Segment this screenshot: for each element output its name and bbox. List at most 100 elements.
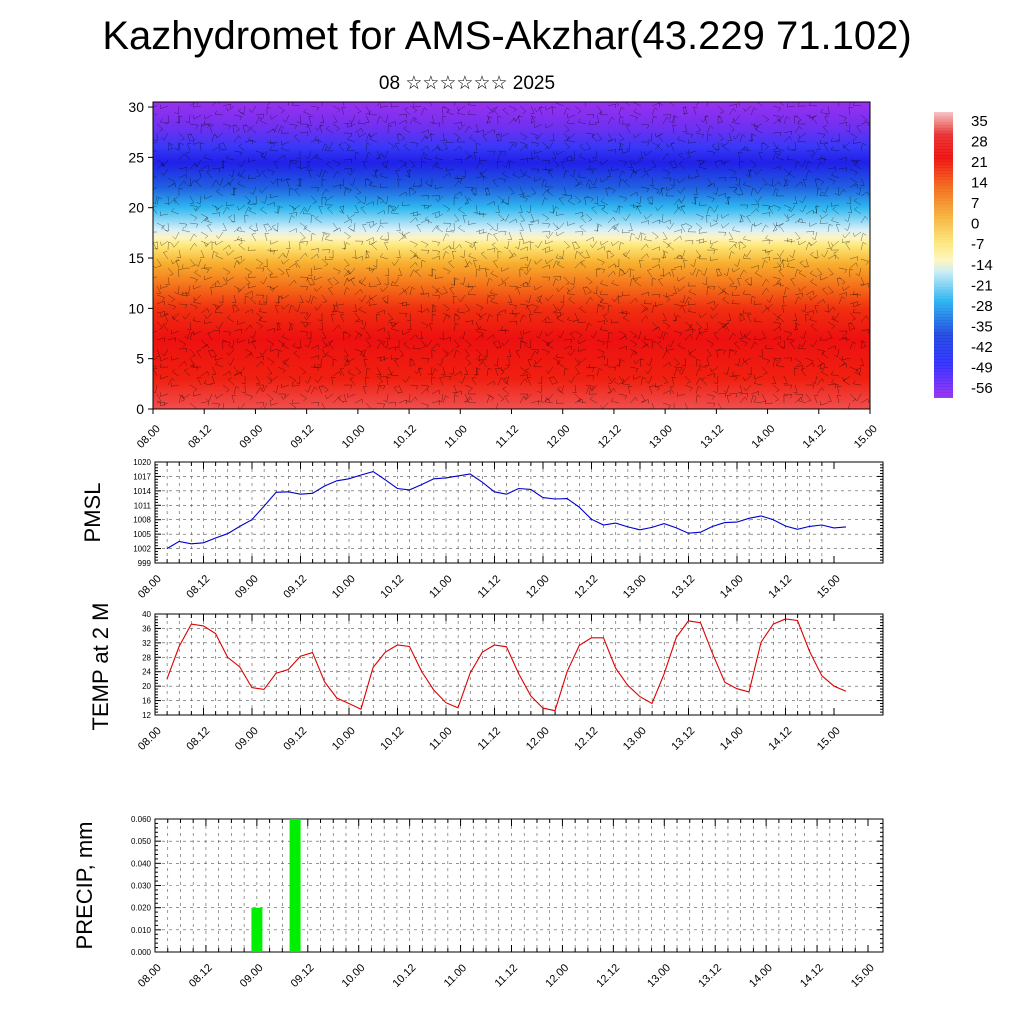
wind-barb: [567, 113, 576, 119]
wind-barb: [270, 347, 279, 352]
wind-barb: [723, 366, 730, 376]
wind-barb: [387, 121, 396, 126]
wind-barb: [435, 225, 444, 233]
wind-barb: [244, 214, 249, 224]
wind-barb: [167, 303, 177, 310]
wind-barb: [385, 330, 391, 340]
wind-barb: [464, 339, 472, 348]
wind-barb: [354, 195, 362, 204]
wind-barb: [167, 241, 173, 251]
wind-barb: [431, 255, 440, 260]
wind-barb: [161, 348, 169, 357]
wind-barb: [567, 198, 576, 206]
wind-barb: [659, 267, 665, 277]
wind-barb: [706, 102, 708, 107]
y-tick-label: 28: [142, 653, 151, 662]
wind-barb: [607, 103, 616, 109]
wind-barb: [772, 141, 778, 150]
wind-barb: [318, 321, 323, 331]
wind-barb: [365, 133, 372, 143]
wind-barb: [618, 335, 627, 341]
wind-barb: [717, 177, 727, 182]
wind-barb: [544, 183, 554, 188]
wind-barb: [772, 321, 782, 328]
wind-barb: [310, 105, 320, 112]
wind-barb: [153, 365, 158, 368]
wind-barb: [402, 285, 411, 292]
wind-barb: [552, 375, 559, 384]
wind-barb: [662, 271, 671, 278]
wind-barb: [200, 371, 209, 377]
x-tick-label: 11.00: [442, 962, 469, 989]
wind-barb: [662, 402, 672, 409]
wind-barb: [629, 191, 638, 197]
wind-barb: [211, 146, 220, 152]
wind-barb: [684, 321, 693, 330]
wind-barb: [668, 114, 675, 124]
wind-barb: [299, 393, 308, 401]
wind-barb: [230, 186, 236, 196]
wind-barb: [794, 393, 804, 399]
wind-barb: [167, 267, 174, 276]
wind-barb: [266, 102, 275, 107]
wind-barb: [578, 153, 587, 161]
wind-barb: [684, 222, 693, 230]
wind-barb: [746, 215, 752, 224]
wind-barb: [794, 231, 801, 240]
wind-barb: [368, 181, 378, 188]
wind-barb: [288, 204, 297, 212]
wind-barb: [761, 366, 768, 375]
wind-barb: [750, 208, 759, 215]
wind-barb: [492, 341, 499, 350]
wind-barb: [434, 274, 444, 280]
wind-barb: [585, 285, 592, 294]
wind-barb: [215, 240, 224, 246]
wind-barb: [529, 241, 534, 251]
wind-barb: [764, 235, 774, 242]
wind-barb: [563, 345, 572, 350]
wind-barb: [467, 290, 477, 296]
x-tick-label: 09.00: [233, 725, 261, 753]
x-tick-label: 08.12: [184, 725, 212, 753]
wind-barb: [705, 357, 710, 366]
wind-barb: [589, 240, 598, 249]
wind-barb: [226, 315, 235, 323]
wind-barb: [380, 285, 389, 293]
y-tick-label: 24: [142, 668, 151, 677]
wind-barb: [838, 188, 847, 197]
wind-barb: [398, 191, 407, 197]
x-tick-label: 12.00: [545, 423, 573, 451]
wind-barb: [371, 168, 378, 178]
wind-barb: [793, 384, 798, 393]
wind-barb: [651, 340, 657, 350]
wind-barb: [667, 339, 675, 348]
wind-barb: [743, 375, 752, 382]
wind-barb: [497, 115, 502, 125]
y-tick-label: 0.050: [131, 837, 152, 846]
wind-barb: [339, 368, 345, 377]
wind-barb: [539, 107, 544, 116]
wind-barb: [684, 375, 691, 384]
wind-barb: [275, 294, 280, 304]
wind-barb: [772, 151, 779, 161]
wind-barb: [819, 191, 829, 197]
wind-barb: [733, 341, 741, 350]
wind-barb: [404, 107, 411, 116]
wind-barb: [822, 125, 829, 134]
wind-barb: [772, 150, 782, 156]
y-tick-label: 40: [142, 610, 151, 619]
wind-barb: [266, 375, 273, 384]
wind-barb: [551, 150, 557, 159]
wind-barb: [761, 224, 769, 233]
wind-barb: [781, 304, 787, 314]
wind-barb: [204, 217, 213, 224]
wind-barb: [754, 126, 763, 134]
wind-barb: [349, 377, 356, 386]
wind-barb: [277, 154, 286, 161]
wind-barb: [739, 133, 746, 143]
x-tick-label: 09.12: [281, 573, 309, 601]
wind-barb: [310, 195, 317, 204]
wind-barb: [731, 371, 741, 377]
wind-barb: [288, 322, 295, 332]
x-tick-label: 11.12: [476, 573, 503, 600]
